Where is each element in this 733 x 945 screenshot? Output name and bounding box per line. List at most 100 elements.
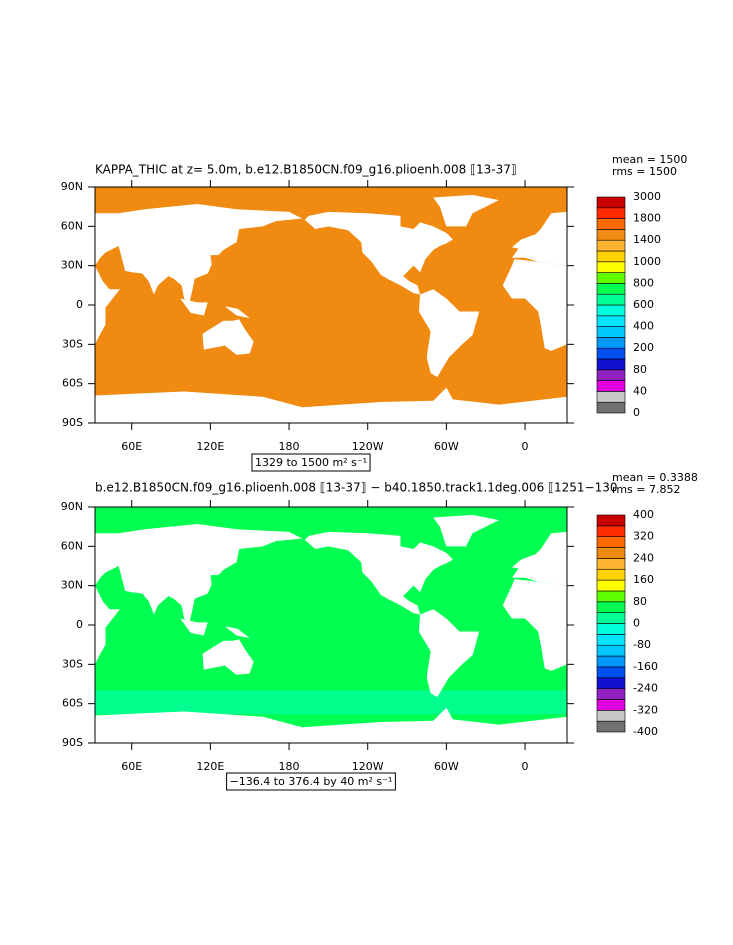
colorbar-box [596,547,626,559]
panel-title: b.e12.B1850CN.f09_g16.plioenh.008 ⟦13-37… [95,481,618,495]
colorbar-box [596,239,626,252]
colorbar-box [596,623,626,635]
colorbar-label: 0 [633,617,640,630]
colorbar-box [596,380,626,392]
southern-band [95,690,567,715]
y-tick-label: 60N [61,219,83,232]
land [95,204,303,303]
colorbar-box [596,293,626,306]
colorbar-box [596,283,626,295]
range-label: −136.4 to 376.4 by 40 m² s⁻¹ [230,775,393,788]
land [180,618,208,636]
colorbar-label: 160 [633,573,654,586]
colorbar-box [596,644,626,657]
x-tick-label: 120E [196,760,224,773]
colorbar-label: 40 [633,384,647,397]
colorbar-box [596,688,626,700]
colorbar-box [596,536,626,548]
land [95,707,567,743]
land [511,211,567,266]
x-tick-label: 60E [121,440,142,453]
colorbar-box [596,590,626,603]
land [180,298,208,316]
colorbar-box [596,196,626,209]
colorbar-box [596,699,626,711]
colorbar-box [596,304,626,317]
colorbar-label: -160 [633,660,658,673]
y-tick-label: 30S [62,337,83,350]
land [502,579,567,671]
x-tick-label: 120E [196,440,224,453]
colorbar-label: 0 [633,406,640,419]
colorbar-box [596,720,626,733]
x-tick-label: 120W [352,440,384,453]
stat-label: mean = 1500 [612,153,687,166]
y-tick-label: 90S [62,736,83,749]
colorbar-label: 400 [633,508,654,521]
y-tick-label: 60S [62,377,83,390]
colorbar-label: 1000 [633,255,661,268]
colorbar-box [596,666,626,679]
range-label: 1329 to 1500 m² s⁻¹ [255,456,367,469]
y-tick-label: 0 [76,618,83,631]
colorbar-box [596,218,626,230]
x-tick-label: 120W [352,760,384,773]
colorbar-box [596,337,626,349]
land [202,319,254,355]
y-tick-label: 30S [62,657,83,670]
colorbar-box [596,358,626,371]
colorbar-box [596,525,626,537]
stat-label: rms = 1500 [612,165,677,178]
panel-title: KAPPA_THIC at z= 5.0m, b.e12.B1850CN.f09… [95,163,517,177]
land [95,585,120,665]
land [224,306,250,319]
land [511,531,567,586]
land [202,639,254,675]
colorbar-box [596,677,626,689]
x-tick-label: 0 [522,440,529,453]
colorbar-box [596,347,626,360]
x-tick-label: 0 [522,760,529,773]
colorbar-box [596,612,626,624]
colorbar-label: 3000 [633,190,661,203]
colorbar-label: 1400 [633,233,661,246]
colorbar-box [596,207,626,219]
y-tick-label: 30N [61,259,83,272]
land [95,387,567,423]
colorbar-label: -80 [633,638,651,651]
colorbar-label: 80 [633,595,647,608]
colorbar-box [596,655,626,668]
colorbar-box [596,401,626,414]
range-box [251,453,371,472]
x-tick-label: 60E [121,760,142,773]
land [304,211,453,295]
colorbar-box [596,558,626,570]
y-tick-label: 90N [61,180,83,193]
map-panel: 60E 120E 180 120W 60W 0 90N 60N 30N 0 30S 60S 90S KAP… [61,153,687,472]
y-tick-label: 60N [61,539,83,552]
colorbar-box [596,634,626,646]
colorbar-label: 240 [633,551,654,564]
map-panel: 60E 120E 180 120W 60W 0 90N 60N 30N 0 30S 60S 90S b.e… [61,471,698,791]
x-tick-label: 60W [434,760,459,773]
land [418,289,480,378]
land [433,514,499,547]
colorbar-box [596,369,626,381]
colorbar-box [596,250,626,263]
range-box [226,772,396,791]
colorbar-box [596,568,626,581]
land [418,609,480,698]
colorbar-label: 200 [633,341,654,354]
colorbar-box [596,709,626,722]
colorbar-box [596,579,626,592]
x-tick-label: 60W [434,440,459,453]
x-tick-label: 180 [279,440,300,453]
colorbar-label: 320 [633,530,654,543]
land [304,531,453,615]
land [95,524,303,623]
colorbar-label: 80 [633,363,647,376]
land [224,626,250,639]
colorbar-label: 800 [633,276,654,289]
colorbar-label: -400 [633,725,658,738]
